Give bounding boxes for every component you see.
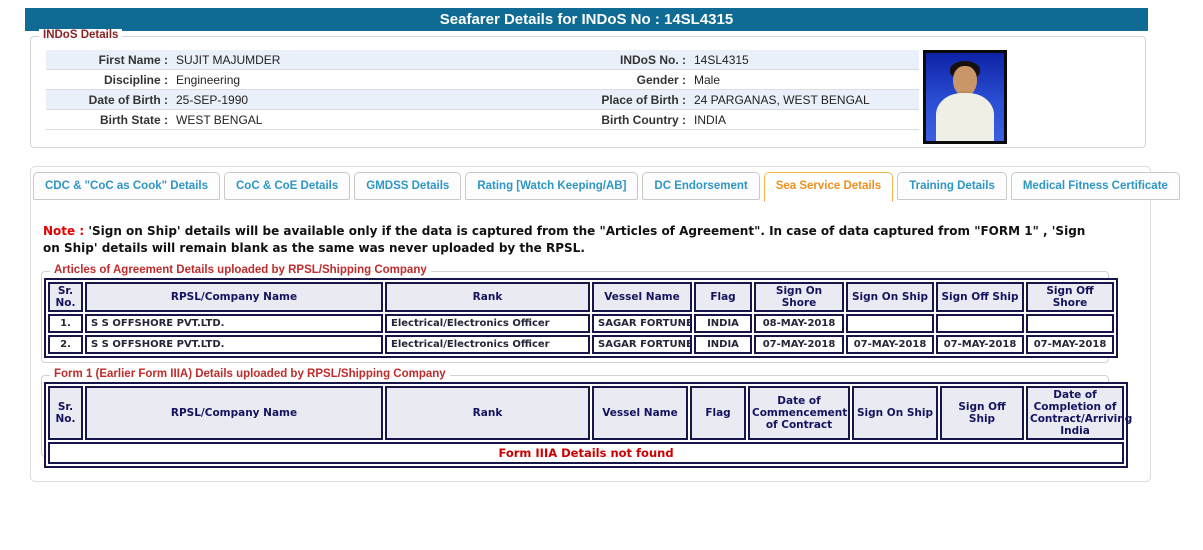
birth-country-label: Birth Country : bbox=[601, 112, 686, 127]
place-of-birth-value: 24 PARGANAS, WEST BENGAL bbox=[694, 92, 870, 107]
note-text: 'Sign on Ship' details will be available… bbox=[43, 224, 1086, 255]
table-cell bbox=[846, 314, 934, 334]
indos-no-value: 14SL4315 bbox=[694, 52, 749, 67]
tab-sea-service-details[interactable]: Sea Service Details bbox=[763, 172, 894, 202]
gender-value: Male bbox=[694, 72, 721, 87]
column-header: RPSL/Company Name bbox=[85, 282, 383, 313]
table-cell: 07-MAY-2018 bbox=[936, 335, 1024, 355]
table-header-row: Sr. No. RPSL/Company Name Rank Vessel Na… bbox=[48, 282, 1114, 313]
table-row: 2. S S OFFSHORE PVT.LTD. Electrical/Elec… bbox=[48, 335, 1114, 355]
indos-row: First Name : SUJIT MAJUMDER INDoS No. : … bbox=[46, 50, 919, 70]
column-header: Flag bbox=[690, 386, 746, 441]
indos-row: Discipline : Engineering Gender : Male bbox=[46, 70, 919, 90]
tab-gmdss-details[interactable]: GMDSS Details bbox=[354, 172, 462, 200]
table-cell: Electrical/Electronics Officer bbox=[385, 314, 590, 334]
tab-training-details[interactable]: Training Details bbox=[897, 172, 1007, 200]
tab-coc-coe-details[interactable]: CoC & CoE Details bbox=[224, 172, 351, 200]
indos-row: Date of Birth : 25-SEP-1990 Place of Bir… bbox=[46, 90, 919, 110]
table-cell: INDIA bbox=[694, 314, 752, 334]
date-of-birth-label: Date of Birth : bbox=[88, 92, 168, 107]
tab-dc-endorsement[interactable]: DC Endorsement bbox=[642, 172, 760, 200]
indos-details-legend: INDoS Details bbox=[39, 29, 123, 41]
column-header: Date of Commencement of Contract bbox=[748, 386, 850, 441]
table-header-row: Sr. No. RPSL/Company Name Rank Vessel Na… bbox=[48, 386, 1132, 441]
column-header: Sign Off Ship bbox=[936, 282, 1024, 313]
articles-of-agreement-table: Sr. No. RPSL/Company Name Rank Vessel Na… bbox=[44, 278, 1118, 359]
table-cell: 07-MAY-2018 bbox=[754, 335, 844, 355]
form1-fieldset: Form 1 (Earlier Form IIIA) Details uploa… bbox=[41, 368, 1132, 469]
place-of-birth-label: Place of Birth : bbox=[601, 92, 686, 107]
column-header: Sign Off Ship bbox=[940, 386, 1024, 441]
note-prefix: Note : bbox=[43, 224, 85, 238]
column-header: Vessel Name bbox=[592, 282, 692, 313]
indos-row: Birth State : WEST BENGAL Birth Country … bbox=[46, 110, 919, 130]
first-name-label: First Name : bbox=[98, 52, 168, 67]
table-cell: S S OFFSHORE PVT.LTD. bbox=[85, 314, 383, 334]
tab-content-panel: CDC & "CoC as Cook" Details CoC & CoE De… bbox=[30, 166, 1180, 482]
column-header: Sign On Shore bbox=[754, 282, 844, 313]
table-cell: INDIA bbox=[694, 335, 752, 355]
tab-rating-watch-keeping-ab[interactable]: Rating [Watch Keeping/AB] bbox=[465, 172, 639, 200]
date-of-birth-value: 25-SEP-1990 bbox=[176, 92, 249, 107]
table-row: Form IIIA Details not found bbox=[48, 442, 1124, 465]
seafarer-photo bbox=[923, 50, 1007, 144]
birth-country-value: INDIA bbox=[694, 112, 727, 127]
table-cell: 2. bbox=[48, 335, 83, 355]
form-iiia-not-found-message: Form IIIA Details not found bbox=[48, 442, 1124, 465]
table-cell bbox=[936, 314, 1024, 334]
table-cell: SAGAR FORTUNE bbox=[592, 314, 692, 334]
page-title: Seafarer Details for INDoS No : 14SL4315 bbox=[25, 8, 1148, 31]
table-cell bbox=[1026, 314, 1114, 334]
column-header: Sr. No. bbox=[48, 386, 83, 441]
discipline-value: Engineering bbox=[176, 72, 241, 87]
column-header: Sign Off Shore bbox=[1026, 282, 1114, 313]
table-cell: 07-MAY-2018 bbox=[1026, 335, 1114, 355]
birth-state-label: Birth State : bbox=[99, 112, 168, 127]
birth-state-value: WEST BENGAL bbox=[176, 112, 263, 127]
column-header: Flag bbox=[694, 282, 752, 313]
indos-details-fieldset: INDoS Details First Name : SUJIT MAJUMDE… bbox=[30, 29, 1146, 148]
table-cell: 08-MAY-2018 bbox=[754, 314, 844, 334]
sign-on-ship-note: Note : 'Sign on Ship' details will be av… bbox=[43, 223, 1105, 257]
articles-of-agreement-fieldset: Articles of Agreement Details uploaded b… bbox=[41, 264, 1118, 363]
indos-no-label: INDoS No. : bbox=[620, 52, 686, 67]
first-name-value: SUJIT MAJUMDER bbox=[176, 52, 281, 67]
table-row: 1. S S OFFSHORE PVT.LTD. Electrical/Elec… bbox=[48, 314, 1114, 334]
table-cell: 1. bbox=[48, 314, 83, 334]
discipline-label: Discipline : bbox=[103, 72, 168, 87]
indos-details-grid: First Name : SUJIT MAJUMDER INDoS No. : … bbox=[46, 50, 919, 130]
tab-strip: CDC & "CoC as Cook" Details CoC & CoE De… bbox=[33, 172, 1184, 202]
gender-label: Gender : bbox=[636, 72, 686, 87]
column-header: Rank bbox=[385, 386, 590, 441]
column-header: Date of Completion of Contract/Arriving … bbox=[1026, 386, 1132, 441]
tab-cdc-coc-as-cook-details[interactable]: CDC & "CoC as Cook" Details bbox=[33, 172, 220, 200]
table-cell: S S OFFSHORE PVT.LTD. bbox=[85, 335, 383, 355]
column-header: Sign On Ship bbox=[852, 386, 938, 441]
form1-legend: Form 1 (Earlier Form IIIA) Details uploa… bbox=[50, 368, 450, 380]
column-header: Rank bbox=[385, 282, 590, 313]
tab-medical-fitness-certificate[interactable]: Medical Fitness Certificate bbox=[1010, 172, 1180, 200]
column-header: Sr. No. bbox=[48, 282, 83, 313]
column-header: Sign On Ship bbox=[846, 282, 934, 313]
table-cell: Electrical/Electronics Officer bbox=[385, 335, 590, 355]
table-cell: SAGAR FORTUNE bbox=[592, 335, 692, 355]
column-header: Vessel Name bbox=[592, 386, 688, 441]
table-cell: 07-MAY-2018 bbox=[846, 335, 934, 355]
photo-person-shirt bbox=[936, 93, 994, 141]
articles-of-agreement-legend: Articles of Agreement Details uploaded b… bbox=[50, 264, 431, 276]
form1-table: Sr. No. RPSL/Company Name Rank Vessel Na… bbox=[44, 382, 1132, 469]
column-header: RPSL/Company Name bbox=[85, 386, 383, 441]
